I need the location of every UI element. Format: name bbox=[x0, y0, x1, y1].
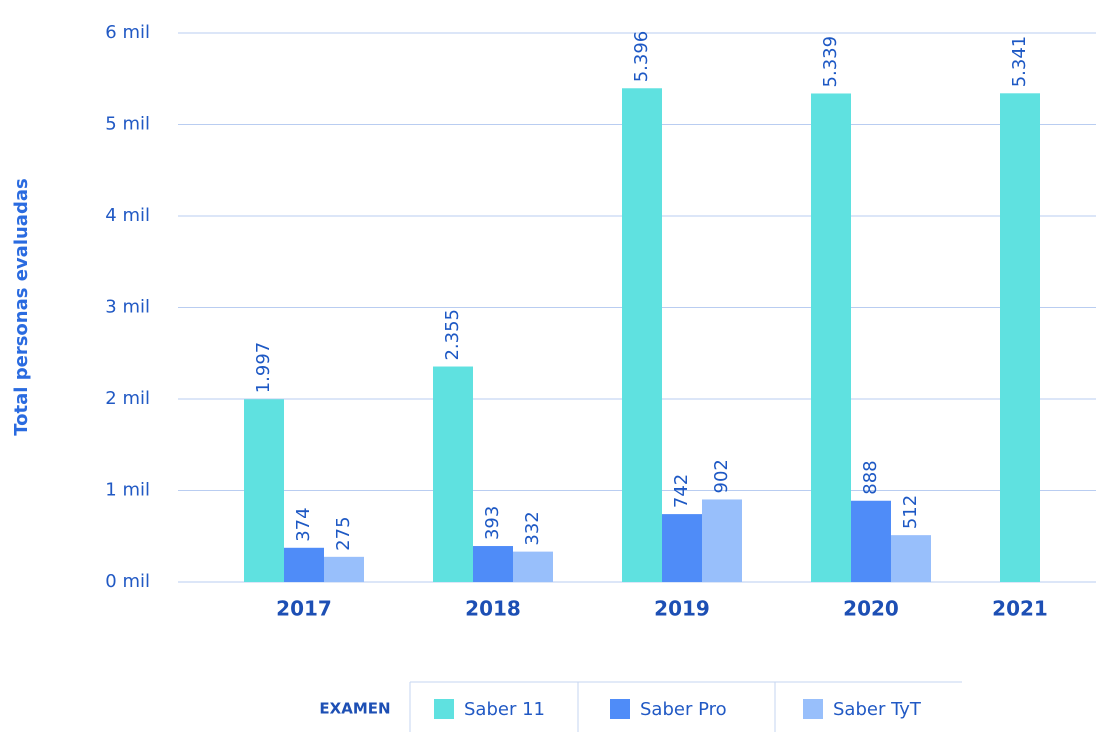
legend-swatch bbox=[610, 699, 630, 719]
bar bbox=[851, 500, 891, 582]
value-label: 512 bbox=[900, 495, 921, 529]
y-tick-label: 4 mil bbox=[105, 205, 150, 226]
bar bbox=[891, 535, 931, 582]
value-label: 275 bbox=[333, 516, 354, 550]
bar bbox=[811, 93, 851, 582]
bar bbox=[662, 514, 702, 582]
bar bbox=[702, 499, 742, 582]
bar bbox=[433, 366, 473, 582]
y-tick-label: 3 mil bbox=[105, 297, 150, 318]
value-label: 2.355 bbox=[442, 309, 463, 361]
bar bbox=[622, 88, 662, 583]
legend-swatch bbox=[803, 699, 823, 719]
y-tick-label: 1 mil bbox=[105, 480, 150, 501]
bar bbox=[284, 547, 324, 582]
y-tick-label: 6 mil bbox=[105, 22, 150, 43]
legend-swatch bbox=[434, 699, 454, 719]
legend-label: Saber Pro bbox=[640, 699, 727, 720]
value-label: 5.339 bbox=[820, 36, 841, 88]
x-tick-label: 2020 bbox=[843, 597, 899, 621]
value-label: 393 bbox=[482, 506, 503, 540]
x-tick-label: 2018 bbox=[465, 597, 521, 621]
bar bbox=[324, 556, 364, 582]
value-label: 888 bbox=[860, 460, 881, 494]
value-label: 742 bbox=[671, 474, 692, 508]
y-axis-label: Total personas evaluadas bbox=[11, 178, 32, 435]
legend-label: Saber TyT bbox=[833, 699, 922, 720]
bar bbox=[1000, 93, 1040, 583]
x-tick-label: 2017 bbox=[276, 597, 332, 621]
x-tick-label: 2019 bbox=[654, 597, 710, 621]
y-tick-label: 5 mil bbox=[105, 114, 150, 135]
value-label: 374 bbox=[293, 507, 314, 541]
y-tick-label: 0 mil bbox=[105, 571, 150, 592]
bar bbox=[513, 551, 553, 582]
value-label: 1.997 bbox=[253, 342, 274, 394]
value-label: 5.396 bbox=[631, 31, 652, 83]
legend-title: EXAMEN bbox=[319, 700, 390, 718]
legend-label: Saber 11 bbox=[464, 699, 545, 720]
value-label: 902 bbox=[711, 459, 732, 493]
bar bbox=[473, 546, 513, 582]
value-label: 5.341 bbox=[1009, 36, 1030, 88]
bar bbox=[244, 399, 284, 582]
x-tick-label: 2021 bbox=[992, 597, 1048, 621]
value-label: 332 bbox=[522, 511, 543, 545]
y-tick-label: 2 mil bbox=[105, 388, 150, 409]
